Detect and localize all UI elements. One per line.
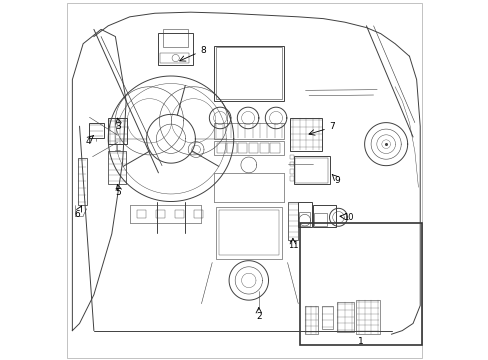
Bar (163, 30, 187, 47)
Bar (215, 47, 282, 99)
Bar (214, 141, 284, 155)
Bar (194, 211, 203, 218)
Bar (107, 118, 127, 144)
Text: 3: 3 (115, 122, 121, 131)
Bar (297, 202, 311, 227)
Bar (336, 302, 353, 332)
Text: 7: 7 (329, 122, 335, 131)
Bar (290, 169, 293, 174)
Bar (287, 202, 298, 240)
Bar (88, 123, 103, 138)
Bar (314, 213, 326, 226)
Bar (238, 143, 247, 153)
Bar (293, 156, 329, 184)
Bar (215, 207, 282, 259)
Text: 10: 10 (343, 213, 353, 222)
Bar (298, 212, 310, 226)
Bar (312, 205, 335, 227)
Text: 9: 9 (334, 176, 340, 185)
Text: 6: 6 (75, 210, 81, 219)
Bar (295, 158, 328, 183)
Bar (216, 143, 225, 153)
Text: 4: 4 (85, 137, 91, 146)
Text: 2: 2 (256, 312, 261, 321)
Bar (304, 306, 318, 334)
Bar (321, 306, 332, 329)
Bar (300, 223, 421, 345)
Bar (175, 211, 184, 218)
Bar (290, 118, 321, 150)
Bar (158, 33, 192, 65)
Text: 1: 1 (357, 337, 363, 346)
Bar (259, 143, 268, 153)
Bar (137, 211, 145, 218)
Bar (219, 211, 278, 255)
Bar (248, 143, 258, 153)
Bar (160, 53, 188, 63)
Bar (214, 45, 284, 101)
Bar (227, 143, 236, 153)
Bar (356, 300, 379, 334)
Bar (290, 155, 293, 159)
Bar (214, 123, 284, 139)
Bar (78, 158, 86, 205)
Bar (290, 176, 293, 181)
Bar (108, 151, 126, 184)
Bar (270, 143, 279, 153)
Text: 5: 5 (115, 188, 121, 197)
Text: 11: 11 (287, 241, 298, 250)
Text: 8: 8 (200, 46, 206, 55)
Bar (156, 211, 164, 218)
Bar (290, 162, 293, 166)
